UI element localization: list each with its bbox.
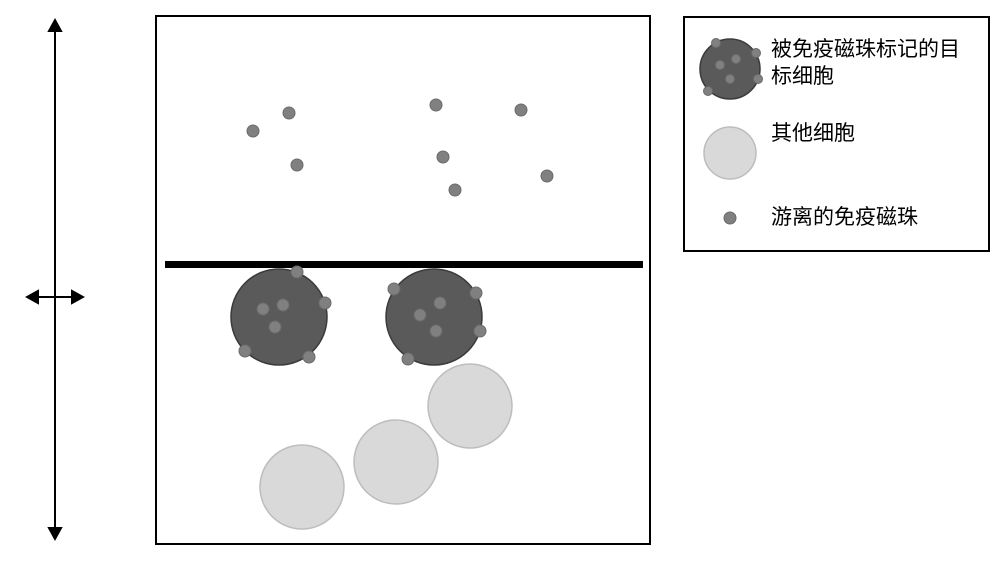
legend-label-free-bead: 游离的免疫磁珠 xyxy=(771,204,976,231)
legend-icon-other-cell xyxy=(697,120,763,186)
legend-label-other-cell: 其他细胞 xyxy=(771,120,976,147)
legend-icon-target-cell xyxy=(697,36,763,102)
diagram-canvas: 被免疫磁珠标记的目标细胞 其他细胞 游离的免疫磁珠 xyxy=(0,0,1000,563)
legend-box: 被免疫磁珠标记的目标细胞 其他细胞 游离的免疫磁珠 xyxy=(683,16,990,252)
legend-row-other-cell: 其他细胞 xyxy=(697,120,976,186)
legend-row-free-bead: 游离的免疫磁珠 xyxy=(697,204,976,232)
legend-row-target-cell: 被免疫磁珠标记的目标细胞 xyxy=(697,36,976,102)
legend-icon-free-bead xyxy=(697,204,763,232)
legend-label-target-cell: 被免疫磁珠标记的目标细胞 xyxy=(771,36,976,91)
